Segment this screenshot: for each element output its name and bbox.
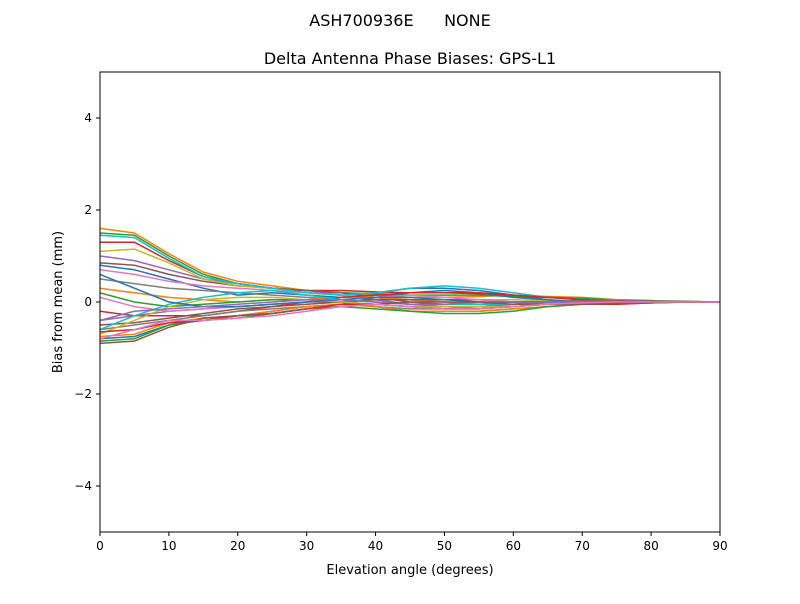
y-tick-label: −4 bbox=[74, 479, 92, 493]
x-tick-label: 80 bbox=[643, 539, 658, 553]
series-line-18 bbox=[100, 300, 720, 331]
x-tick-label: 60 bbox=[506, 539, 521, 553]
x-tick-label: 90 bbox=[712, 539, 727, 553]
y-tick-label: 0 bbox=[84, 295, 92, 309]
x-tick-label: 70 bbox=[575, 539, 590, 553]
x-tick-label: 30 bbox=[299, 539, 314, 553]
y-axis: −4 −2 0 2 4 bbox=[74, 111, 100, 493]
series-lines bbox=[100, 227, 720, 345]
y-tick-label: 2 bbox=[84, 203, 92, 217]
x-tick-label: 50 bbox=[437, 539, 452, 553]
x-axis-label: Elevation angle (degrees) bbox=[326, 563, 493, 578]
x-axis: 0 10 20 30 40 50 60 70 80 90 bbox=[96, 532, 728, 553]
x-tick-label: 40 bbox=[368, 539, 383, 553]
series-line-27 bbox=[100, 301, 720, 340]
series-line-10 bbox=[100, 234, 720, 303]
x-tick-label: 0 bbox=[96, 539, 104, 553]
chart-title: Delta Antenna Phase Biases: GPS-L1 bbox=[264, 49, 556, 68]
series-line-3 bbox=[100, 232, 720, 303]
suptitle: ASH700936E NONE bbox=[309, 11, 490, 30]
series-line-2 bbox=[100, 227, 720, 303]
x-tick-label: 10 bbox=[161, 539, 176, 553]
series-line-26 bbox=[100, 301, 720, 345]
x-tick-label: 20 bbox=[230, 539, 245, 553]
y-tick-label: 4 bbox=[84, 111, 92, 125]
y-axis-label: Bias from mean (mm) bbox=[51, 231, 66, 373]
y-tick-label: −2 bbox=[74, 387, 92, 401]
